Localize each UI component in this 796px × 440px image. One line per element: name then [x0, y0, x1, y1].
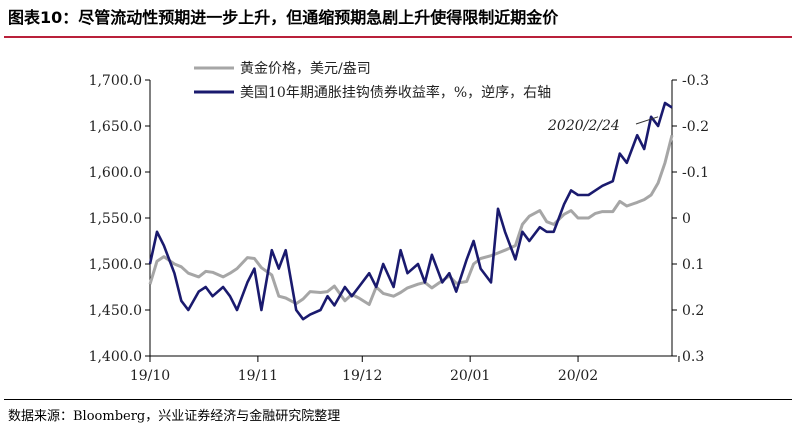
gold-price-line: [148, 134, 674, 306]
left-axis-tick-label: 1,700.0: [89, 73, 142, 89]
right-axis-tick-label: -0.1: [682, 165, 709, 181]
right-axis-tick-label: -0.3: [682, 73, 709, 89]
chart-title: 图表10：尽管流动性预期进一步上升，但通缩预期急剧上升使得限制近期金价: [8, 8, 559, 27]
source-rule: [4, 399, 792, 400]
right-axis-tick-label: 0.1: [682, 257, 704, 273]
annotation-label: 2020/2/24: [547, 118, 620, 134]
series-lines: [148, 101, 674, 321]
left-axis-tick-label: 1,400.0: [89, 349, 142, 365]
annotation: 2020/2/24: [547, 116, 659, 134]
legend-label-yield: 美国10年期通胀挂钩债券收益率，%，逆序，右轴: [240, 84, 551, 101]
x-axis-tick-label: 20/01: [450, 368, 490, 384]
axes: 1,400.0 1,450.0 1,500.0 1,550.0 1,600.0 1,650…: [89, 73, 709, 384]
left-axis-tick-label: 1,650.0: [89, 119, 142, 135]
source-note: 数据来源：Bloomberg，兴业证券经济与金融研究院整理: [8, 409, 341, 424]
title-rule: [4, 36, 792, 38]
left-axis-tick-label: 1,500.0: [89, 257, 142, 273]
left-axis-tick-label: 1,600.0: [89, 165, 142, 181]
x-axis-tick-label: 19/11: [238, 368, 278, 384]
x-axis-tick-label: 20/02: [558, 368, 598, 384]
x-axis-tick-label: 19/10: [130, 368, 170, 384]
left-axis-tick-label: 1,450.0: [89, 303, 142, 319]
tips-yield-line: [148, 101, 673, 321]
right-axis-tick-label: 0.3: [682, 349, 704, 365]
left-axis-tick-label: 1,550.0: [89, 211, 142, 227]
annotation-leader: [635, 116, 659, 125]
right-axis-tick-label: 0.2: [682, 303, 704, 319]
chart: 1,400.0 1,450.0 1,500.0 1,550.0 1,600.0 1,650…: [89, 60, 709, 384]
right-axis-tick-label: 0: [682, 211, 691, 227]
right-axis-tick-label: -0.2: [682, 119, 709, 135]
legend-label-gold: 黄金价格，美元/盎司: [240, 60, 371, 77]
x-axis-tick-label: 19/12: [342, 368, 382, 384]
